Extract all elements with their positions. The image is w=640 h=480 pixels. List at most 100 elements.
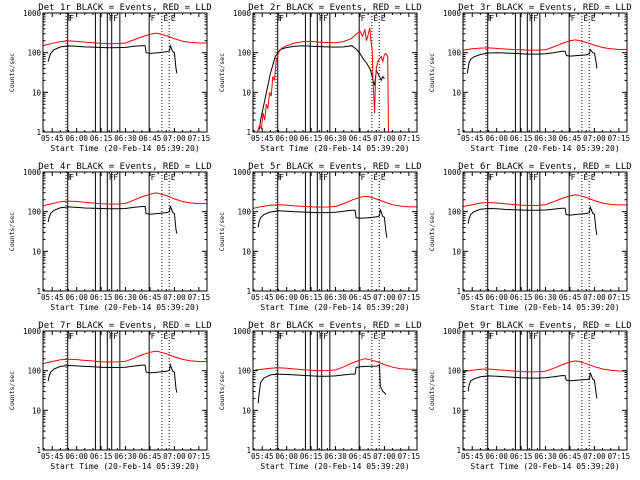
x-tick-label: 07:00 bbox=[163, 134, 186, 143]
y-tick-label: 1 bbox=[36, 446, 41, 455]
lld-series-line bbox=[42, 32, 207, 47]
marker-label: E bbox=[373, 14, 378, 23]
x-tick-label: 05:45 bbox=[41, 293, 64, 302]
x-tick-label: 07:15 bbox=[188, 452, 211, 461]
marker-label: E bbox=[583, 332, 588, 341]
events-series-line bbox=[467, 205, 598, 235]
x-tick-label: 06:30 bbox=[534, 452, 557, 461]
lld-series-line bbox=[462, 194, 627, 207]
x-tick-label: 06:30 bbox=[324, 293, 347, 302]
y-tick-label: 10 bbox=[32, 247, 42, 256]
marker-label: E bbox=[591, 332, 596, 341]
plot-frame bbox=[462, 12, 628, 133]
x-tick-label: 06:00 bbox=[275, 293, 298, 302]
y-tick-label: 1 bbox=[36, 287, 41, 296]
x-tick-label: 07:15 bbox=[188, 293, 211, 302]
x-tick-label: 06:30 bbox=[534, 134, 557, 143]
events-series-line bbox=[257, 364, 387, 404]
y-tick-label: 100 bbox=[237, 49, 251, 58]
x-axis-label: Start Time (20-Feb-14 05:39:20) bbox=[50, 144, 199, 153]
y-tick-label: 1000 bbox=[443, 327, 462, 336]
panel-title: Det 4r BLACK = Events, RED = LLD bbox=[38, 162, 211, 172]
x-tick-label: 06:00 bbox=[485, 134, 508, 143]
panel-det-7: Det 7r BLACK = Events, RED = LLDFFFFFEE0… bbox=[8, 321, 212, 471]
lld-series-line bbox=[42, 350, 207, 365]
y-axis-label: Counts/sec bbox=[8, 53, 16, 92]
marker-label: F bbox=[279, 173, 284, 182]
plot-frame bbox=[42, 171, 208, 292]
x-tick-label: 07:15 bbox=[398, 134, 421, 143]
x-tick-label: 06:45 bbox=[559, 134, 582, 143]
lld-series-line bbox=[462, 39, 627, 51]
y-axis-label: Counts/sec bbox=[218, 371, 226, 410]
x-tick-label: 07:00 bbox=[373, 293, 396, 302]
panel-title: Det 8r BLACK = Events, RED = LLD bbox=[248, 321, 421, 331]
x-tick-label: 05:45 bbox=[251, 293, 274, 302]
x-tick-label: 06:15 bbox=[300, 293, 323, 302]
y-axis-label: Counts/sec bbox=[218, 53, 226, 92]
y-tick-label: 100 bbox=[237, 208, 251, 217]
marker-label: E bbox=[163, 173, 168, 182]
marker-label: E bbox=[381, 173, 386, 182]
marker-label: F bbox=[68, 173, 73, 182]
y-tick-label: 100 bbox=[447, 208, 461, 217]
marker-label: E bbox=[381, 332, 386, 341]
plot-frame bbox=[462, 330, 628, 451]
panel-det-9: Det 9r BLACK = Events, RED = LLDFFFFFEE0… bbox=[428, 321, 632, 471]
panel-title: Det 6r BLACK = Events, RED = LLD bbox=[458, 162, 631, 172]
x-tick-label: 06:15 bbox=[90, 452, 113, 461]
y-tick-label: 100 bbox=[447, 367, 461, 376]
marker-label: F bbox=[533, 332, 538, 341]
marker-label: E bbox=[583, 173, 588, 182]
x-tick-label: 06:15 bbox=[90, 293, 113, 302]
marker-label: F bbox=[69, 14, 74, 23]
y-axis-label: Counts/sec bbox=[428, 53, 436, 92]
x-axis-label: Start Time (20-Feb-14 05:39:20) bbox=[50, 303, 199, 312]
x-tick-label: 05:45 bbox=[461, 452, 484, 461]
marker-label: E bbox=[163, 14, 168, 23]
panel-title: Det 9r BLACK = Events, RED = LLD bbox=[458, 321, 631, 331]
x-axis-label: Start Time (20-Feb-14 05:39:20) bbox=[260, 462, 409, 471]
y-tick-label: 1 bbox=[456, 128, 461, 137]
marker-label: F bbox=[571, 173, 576, 182]
x-tick-label: 06:45 bbox=[559, 452, 582, 461]
events-series-line bbox=[47, 362, 178, 393]
lld-series-line bbox=[462, 360, 627, 373]
x-tick-label: 06:00 bbox=[65, 452, 88, 461]
x-tick-label: 05:45 bbox=[251, 452, 274, 461]
panel-title: Det 2r BLACK = Events, RED = LLD bbox=[248, 3, 421, 13]
marker-label: E bbox=[171, 173, 176, 182]
x-tick-label: 07:15 bbox=[608, 293, 631, 302]
x-tick-label: 06:15 bbox=[510, 293, 533, 302]
marker-label: F bbox=[361, 14, 366, 23]
events-series-line bbox=[466, 48, 598, 74]
marker-label: F bbox=[571, 14, 576, 23]
marker-label: F bbox=[113, 14, 118, 23]
x-tick-label: 06:30 bbox=[114, 293, 137, 302]
panel-det-4: Det 4r BLACK = Events, RED = LLDFFFFFEE0… bbox=[8, 162, 212, 312]
x-tick-label: 06:15 bbox=[510, 134, 533, 143]
x-axis-label: Start Time (20-Feb-14 05:39:20) bbox=[470, 144, 619, 153]
marker-label: E bbox=[381, 14, 386, 23]
y-axis-label: Counts/sec bbox=[428, 371, 436, 410]
x-tick-label: 06:00 bbox=[65, 134, 88, 143]
marker-label: E bbox=[163, 332, 168, 341]
marker-label: F bbox=[69, 332, 74, 341]
x-axis-label: Start Time (20-Feb-14 05:39:20) bbox=[50, 462, 199, 471]
y-tick-label: 1 bbox=[246, 287, 251, 296]
x-tick-label: 06:30 bbox=[324, 452, 347, 461]
marker-label: E bbox=[171, 14, 176, 23]
y-tick-label: 1 bbox=[246, 128, 251, 137]
x-tick-label: 06:15 bbox=[510, 452, 533, 461]
x-tick-label: 07:15 bbox=[608, 452, 631, 461]
x-tick-label: 06:45 bbox=[139, 293, 162, 302]
plot-frame bbox=[42, 330, 208, 451]
marker-label: F bbox=[69, 173, 74, 182]
panel-title: Det 7r BLACK = Events, RED = LLD bbox=[38, 321, 211, 331]
y-tick-label: 10 bbox=[32, 88, 42, 97]
x-tick-label: 06:00 bbox=[275, 452, 298, 461]
panel-det-8: Det 8r BLACK = Events, RED = LLDFFFFFEE0… bbox=[218, 321, 422, 471]
x-tick-label: 06:45 bbox=[349, 452, 372, 461]
y-tick-label: 1000 bbox=[443, 9, 462, 18]
y-tick-label: 100 bbox=[447, 49, 461, 58]
